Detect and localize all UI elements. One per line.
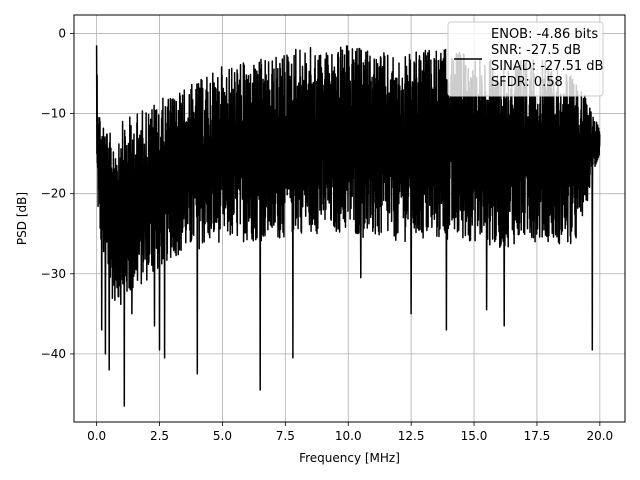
x-tick-label: 0.0 (87, 429, 106, 443)
y-axis-ticks: 0 −10 −20 −30 −40 (41, 26, 74, 361)
legend-enob: ENOB: -4.86 bits (491, 27, 598, 42)
x-tick-label: 2.5 (150, 429, 169, 443)
x-tick-label: 12.5 (398, 429, 425, 443)
plot-frame (73, 14, 626, 423)
legend: ENOB: -4.86 bits SNR: -27.5 dB SINAD: -2… (447, 21, 604, 97)
x-tick-label: 7.5 (276, 429, 295, 443)
x-axis-ticks: 0.0 2.5 5.0 7.5 10.0 12.5 15.0 17.5 20.0 (87, 422, 613, 443)
y-tick-label: −30 (41, 267, 66, 281)
x-tick-label: 20.0 (586, 429, 613, 443)
x-tick-label: 17.5 (524, 429, 551, 443)
x-axis-label: Frequency [MHz] (299, 451, 400, 465)
legend-box (447, 21, 604, 97)
y-tick-label: 0 (58, 26, 66, 40)
x-tick-label: 5.0 (213, 429, 232, 443)
legend-snr: SNR: -27.5 dB (491, 43, 581, 58)
y-axis-label: PSD [dB] (15, 192, 29, 245)
x-tick-label: 15.0 (461, 429, 488, 443)
legend-sinad: SINAD: -27.51 dB (491, 59, 603, 74)
legend-sfdr: SFDR: 0.58 (491, 75, 563, 90)
x-tick-label: 10.0 (335, 429, 362, 443)
y-tick-label: −40 (41, 347, 66, 361)
y-tick-label: −20 (41, 187, 66, 201)
y-tick-label: −10 (41, 107, 66, 121)
